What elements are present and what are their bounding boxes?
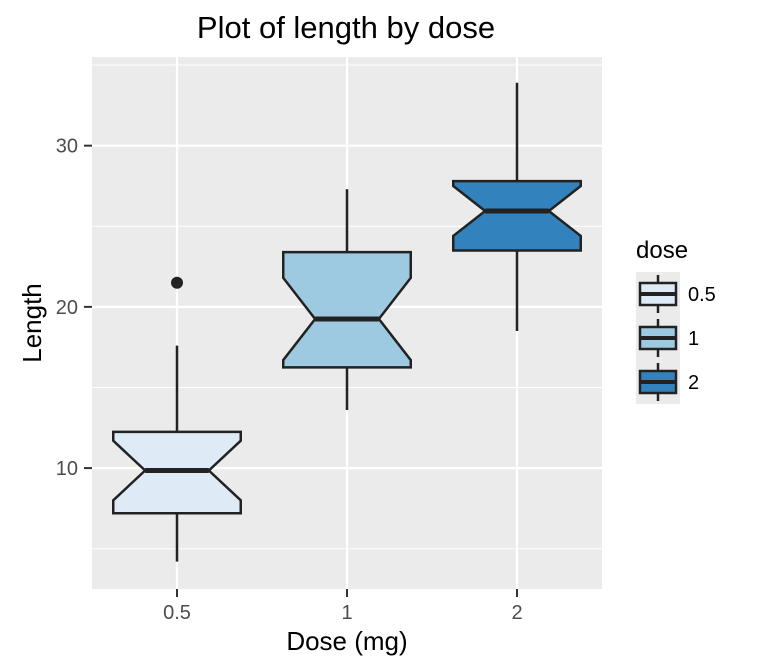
box-2 <box>452 179 582 252</box>
legend-label: 1 <box>688 328 699 350</box>
legend: dose 0.5 1 2 <box>636 237 716 404</box>
y-tick-label: 20 <box>56 297 78 319</box>
y-tick-label: 30 <box>56 136 78 158</box>
legend-title: dose <box>636 237 688 264</box>
y-axis: 10 20 30 <box>56 136 92 480</box>
y-tick-label: 10 <box>56 458 78 480</box>
x-axis: 0.5 1 2 <box>163 589 523 624</box>
box-1 <box>282 250 412 369</box>
outlier-point <box>171 276 183 289</box>
y-axis-title: Length <box>17 283 47 363</box>
x-axis-title: Dose (mg) <box>286 626 407 656</box>
x-tick-label: 0.5 <box>163 602 191 624</box>
legend-label: 2 <box>688 372 699 394</box>
boxes <box>112 82 582 562</box>
chart-title: Plot of length by dose <box>197 10 495 45</box>
legend-label: 0.5 <box>688 284 716 306</box>
x-tick-label: 2 <box>511 602 522 624</box>
x-tick-label: 1 <box>341 602 352 624</box>
